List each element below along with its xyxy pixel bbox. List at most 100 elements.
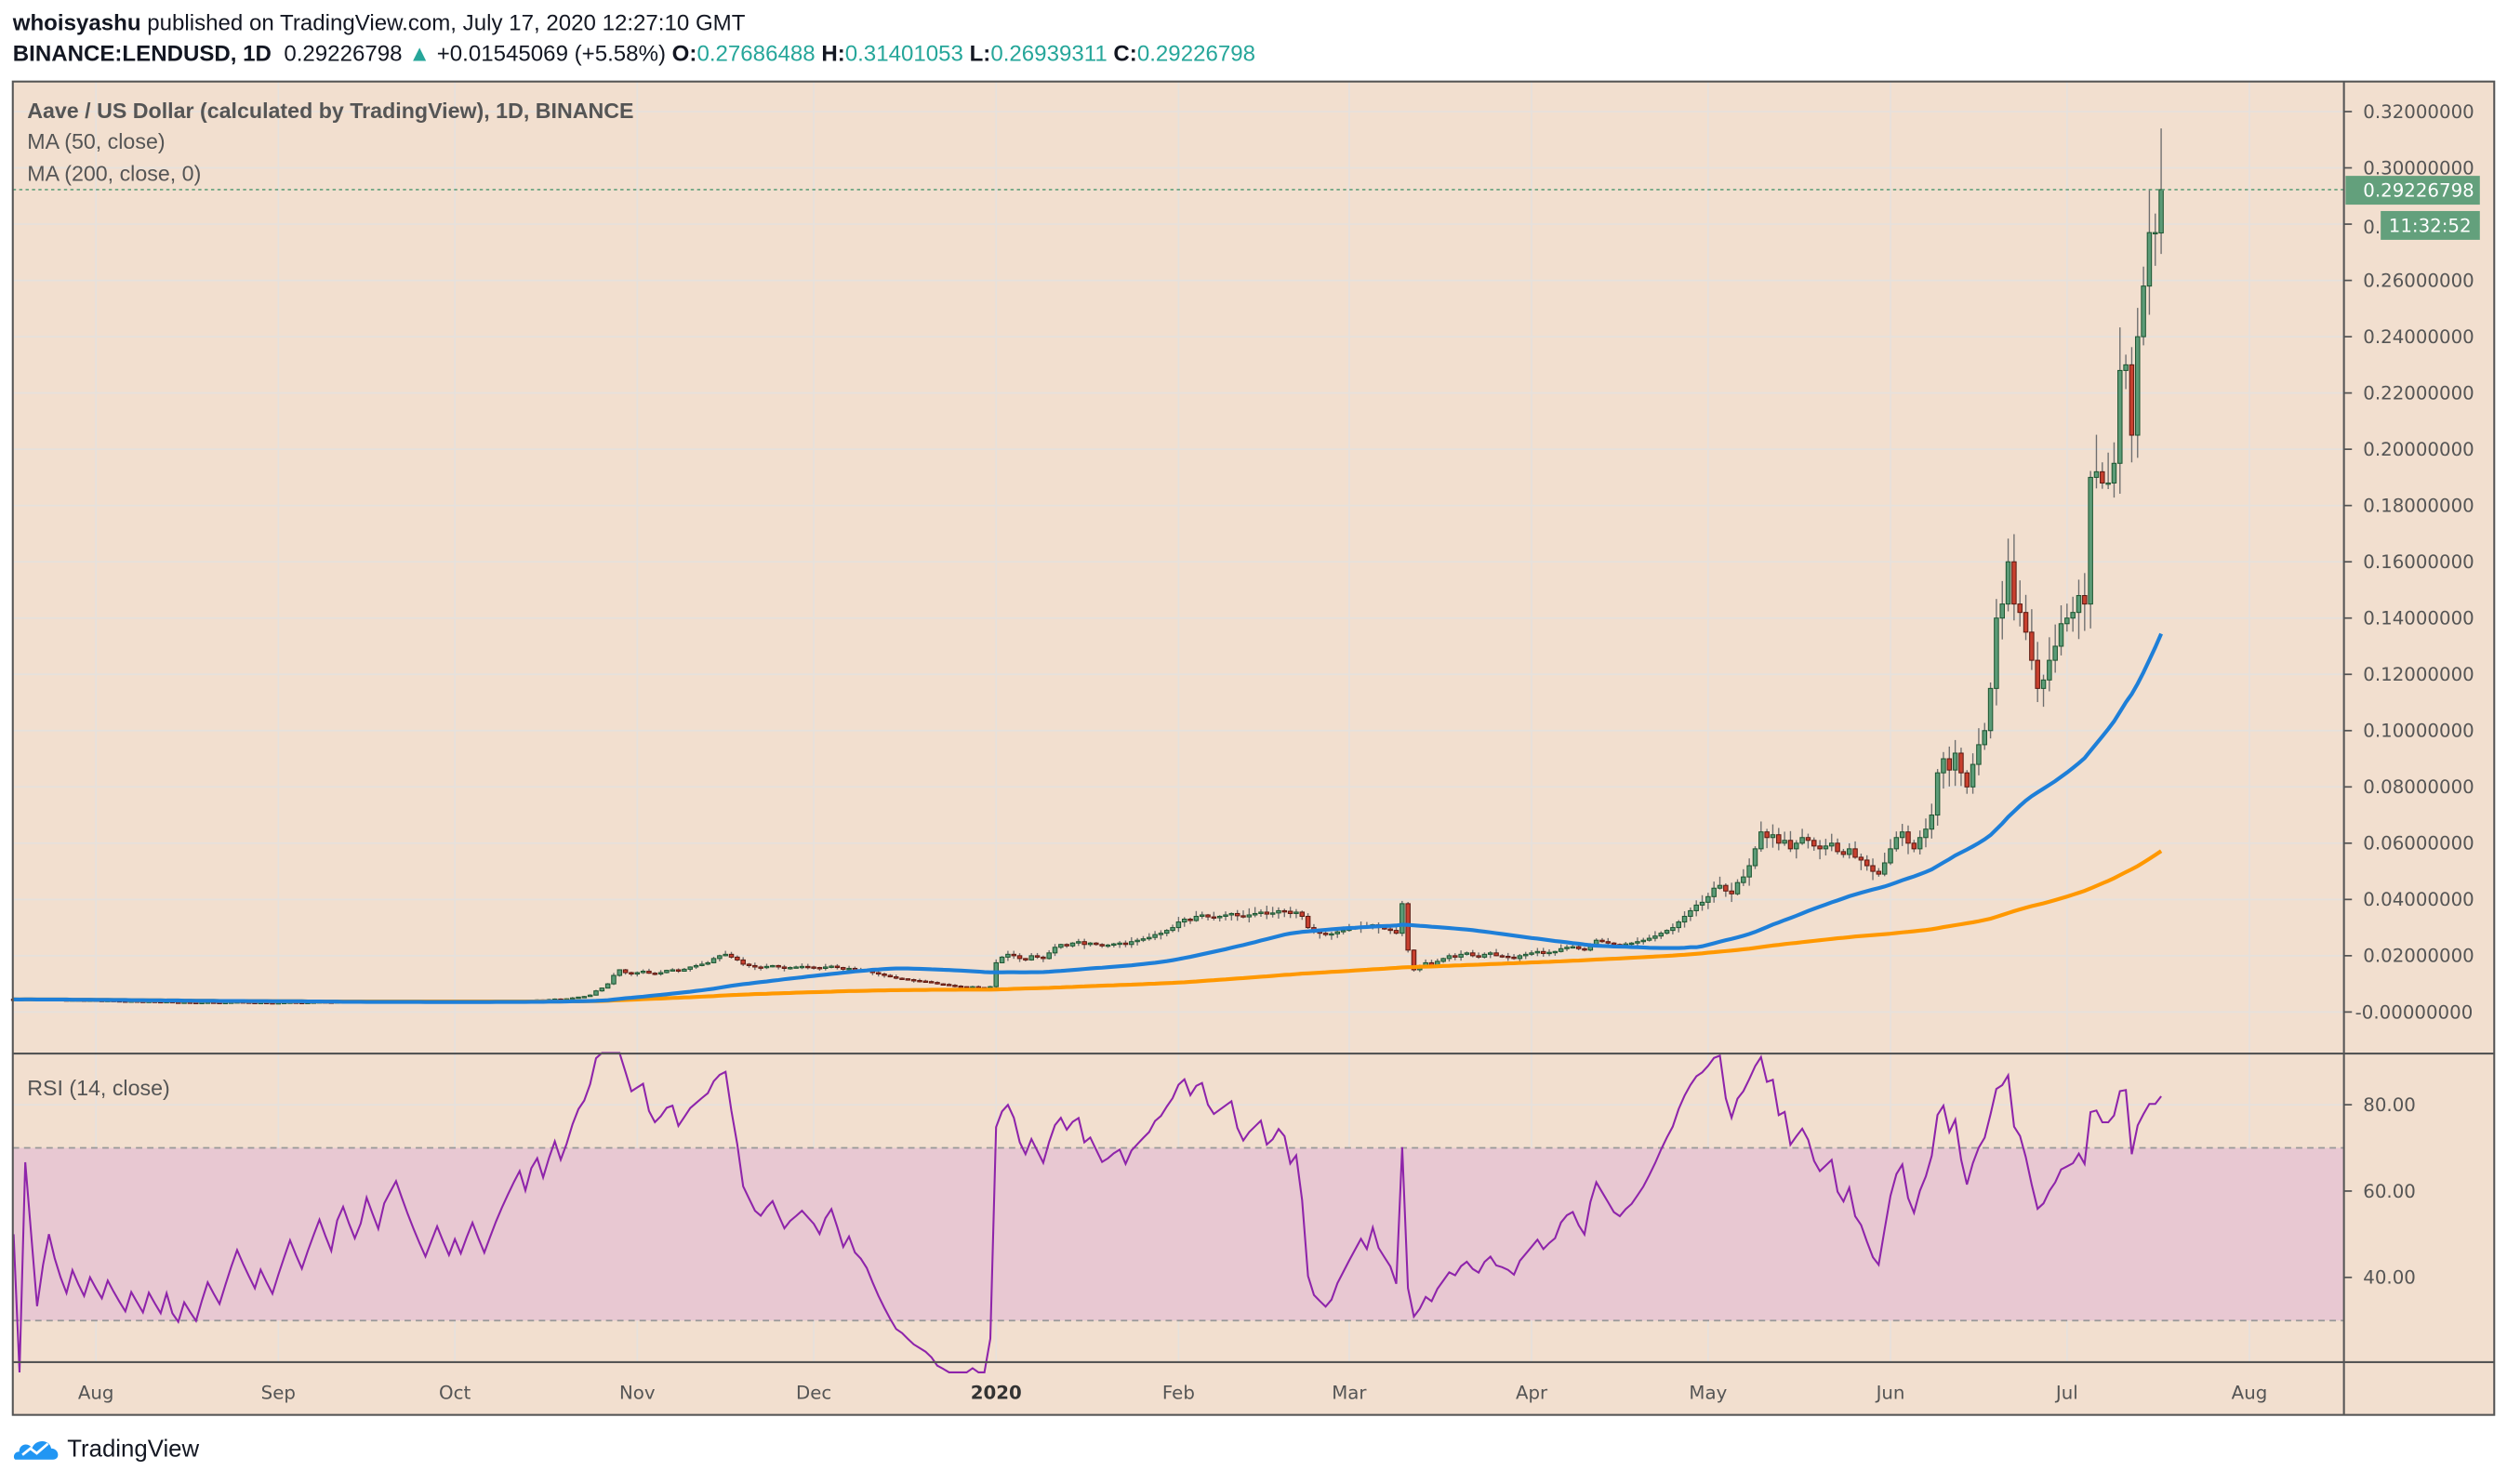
candle-body [1488,952,1493,955]
candle [1994,599,1999,706]
candle [1852,841,1858,859]
candle-body [1952,752,1958,771]
candle [1187,917,1193,924]
candle [664,969,670,974]
candle-body [1452,955,1458,958]
candle-body [1046,952,1052,960]
candle [2005,538,2011,612]
ma200-legend[interactable]: MA (200, close, 0) [27,161,202,186]
candle-body [788,967,793,970]
candle [999,956,1005,963]
candle [1440,957,1446,963]
candle [1476,952,1481,960]
candle [1952,739,1958,787]
candle [1005,950,1011,961]
candle-body [687,966,693,970]
candle-body [2088,476,2093,605]
candle [770,964,776,968]
candle-body [1117,942,1122,946]
ma50-line [13,632,2164,1004]
candle [2017,580,2023,627]
candle-body [935,982,940,985]
time-axis[interactable]: Aug Sep Oct Nov Dec 2020 Feb Mar Apr May Jun Jul Aug [78,1382,2267,1403]
candle [1776,828,1782,851]
candle [1016,953,1023,962]
candle [687,966,693,972]
rsi-legend[interactable]: RSI (14, close) [27,1076,170,1100]
candle [1746,858,1752,886]
rsi-tick-label: 40.00 [2363,1267,2416,1289]
candle-body [1246,914,1253,918]
tradingview-logo[interactable]: TradingView [13,1434,199,1463]
rsi-axis[interactable]: 80.00 60.00 40.00 [2343,1094,2416,1289]
candle-body [717,955,723,960]
candle-body [1852,848,1858,858]
candle [629,971,634,976]
series-title[interactable]: Aave / US Dollar (calculated by TradingV… [27,99,634,124]
candle [705,961,710,966]
candle-body [1864,859,1870,867]
candle [2052,624,2058,673]
candle [1828,833,1835,852]
candle [793,965,799,969]
candle [2146,189,2153,315]
candle [1681,911,1688,928]
candle [2105,452,2111,489]
price-tick-label: 0.14000000 [2363,608,2474,629]
open-value: 0.27686488 [696,39,816,66]
candle-body [1411,949,1417,971]
candle-body [1711,887,1717,897]
candle [2029,609,2035,670]
candle-body [2058,623,2064,647]
candle [1941,751,1946,789]
candle-body [705,961,710,965]
candle-body [1670,927,1676,932]
candle-body [840,967,846,970]
candle-body [1811,840,1817,847]
candle-body [1658,933,1665,937]
candle-body [2052,645,2058,661]
candle-body [1746,865,1752,878]
candle [1534,947,1541,957]
candle [1552,950,1559,956]
candle-body [2105,482,2111,485]
candle [1570,944,1576,949]
candle-body [746,963,752,966]
candle [1034,952,1041,960]
countdown-text: 11:32:52 [2389,215,2472,236]
time-tick-label: Oct [439,1382,471,1403]
candle-body [1893,837,1900,850]
candle [1870,858,1876,881]
time-tick-label: Aug [78,1382,114,1403]
candle [2040,674,2047,708]
candle [611,973,617,986]
candle-body [1076,941,1081,944]
candle [1846,842,1852,859]
candle-body [1476,955,1481,958]
price-tick-label: 0.12000000 [2363,664,2474,685]
candle [2070,596,2076,632]
candle [2088,470,2093,629]
price-tick-label: 0.26000000 [2363,270,2474,291]
candle [1905,825,1911,855]
candle [1028,953,1034,961]
candle-body [1458,953,1464,958]
candle [910,978,917,983]
candle-body [2029,631,2035,661]
ma50-legend[interactable]: MA (50, close) [27,129,166,154]
author-name[interactable]: whoisyashu [12,9,141,35]
candle [1287,907,1293,919]
candle-body [1134,939,1140,943]
price-axis[interactable]: 0.32000000 0.30000000 0.26000000 0.24000000… [2343,101,2474,1023]
candle-body [922,980,929,983]
candle-body [752,964,758,968]
candle-body [1399,903,1405,934]
candle-body [622,969,629,974]
candle-body [1534,950,1541,954]
candle [1858,854,1864,870]
rsi-band [12,1147,2344,1321]
candle-body [1575,946,1582,949]
candle-body [1858,856,1864,861]
candle [1246,908,1253,923]
